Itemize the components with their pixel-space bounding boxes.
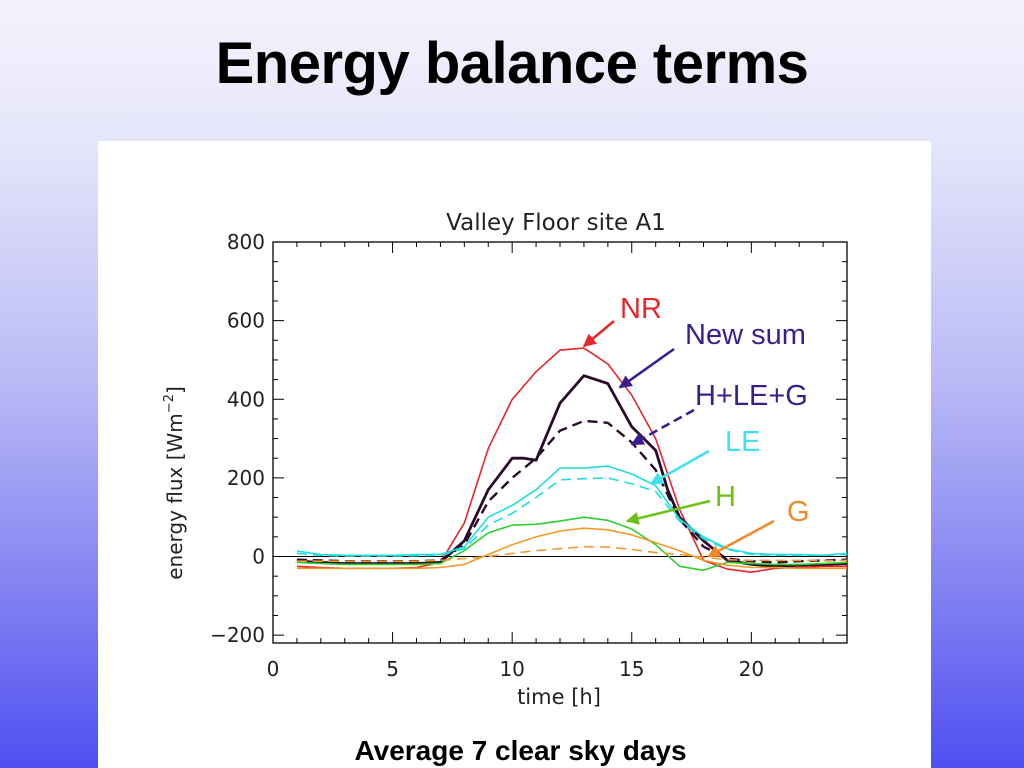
annotation-arrow-le — [649, 449, 710, 485]
annotation-label-new-sum: New sum — [685, 319, 806, 351]
series-line-g — [296, 527, 847, 570]
x-axis-label: time [h] — [517, 685, 601, 709]
y-axis-label-main: energy flux [Wm — [163, 413, 187, 580]
series-line-h-le-g — [296, 419, 848, 564]
y-axis-label: energy flux [Wm−2] — [162, 386, 187, 580]
annotation-label-h: H — [715, 481, 736, 513]
annotation-arrow-h — [625, 499, 711, 525]
series-line-le — [296, 465, 848, 557]
y-tick-label: −200 — [210, 623, 265, 647]
x-tick-label: 5 — [386, 657, 399, 681]
annotation-label-le: LE — [725, 426, 760, 458]
energy-flux-chart: Valley Floor site A1 0 5 10 15 20−2000200400… — [162, 210, 848, 709]
x-tick-label: 15 — [619, 657, 644, 681]
annotation-arrow-nr — [582, 320, 615, 348]
y-tick-label: 0 — [252, 545, 265, 569]
annotation-label-h-le-g: H+LE+G — [695, 380, 808, 412]
slide-title: Energy balance terms — [215, 31, 809, 96]
annotation-arrow-h-le-g — [630, 408, 695, 446]
annotation-label-g: G — [787, 496, 810, 528]
y-axis-label-end: ] — [163, 386, 187, 394]
y-tick-label: 400 — [227, 387, 265, 411]
y-tick-label: 600 — [227, 309, 265, 333]
x-tick-label: 0 — [267, 657, 280, 681]
y-tick-label: 800 — [227, 230, 265, 254]
series-line-g-dashed — [296, 545, 847, 563]
x-tick-label: 10 — [499, 657, 524, 681]
chart-panel: Valley Floor site A1 0 5 10 15 20 −200 0 200 400… — [98, 141, 931, 768]
y-tick-label: 200 — [227, 466, 265, 490]
annotation-arrow-g — [707, 519, 775, 558]
series-line-le-dashed — [296, 477, 848, 557]
series-line-h — [296, 516, 848, 572]
annotation-arrow-new-sum — [618, 347, 675, 389]
x-tick-label: 20 — [739, 657, 764, 681]
slide-caption: Average 7 clear sky days — [354, 735, 687, 766]
chart-title: Valley Floor site A1 — [446, 210, 666, 236]
y-axis-label-sup: −2 — [162, 394, 177, 413]
annotation-label-nr: NR — [620, 293, 662, 325]
plot-frame — [272, 241, 848, 644]
